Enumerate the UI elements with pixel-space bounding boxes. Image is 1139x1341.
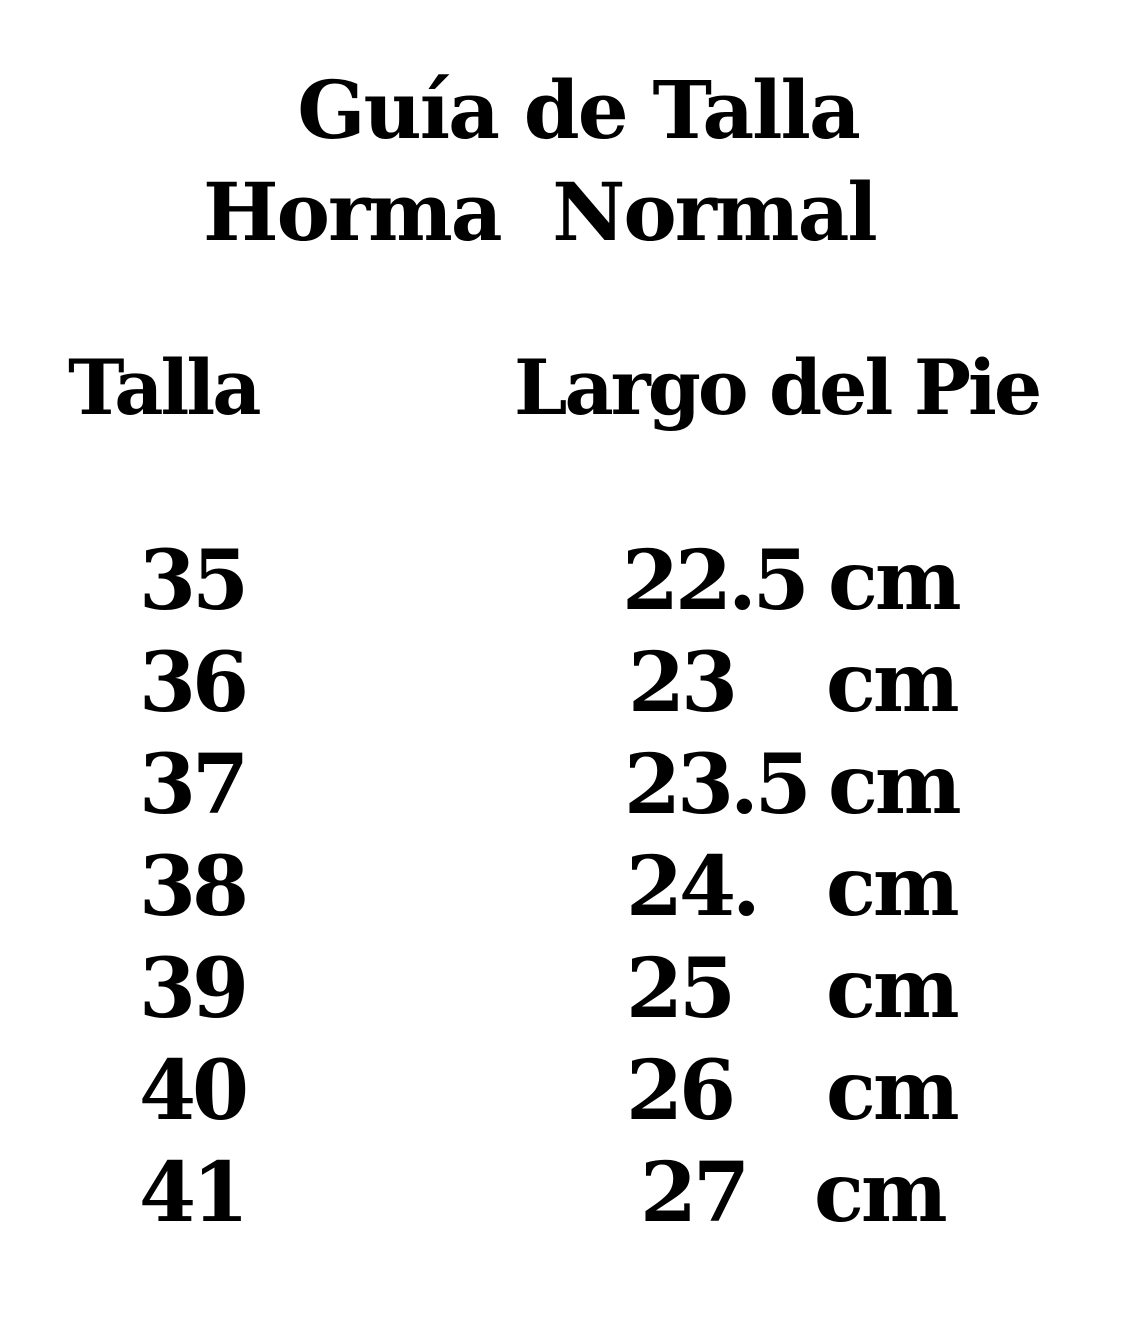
- size-value: 38: [138, 839, 249, 935]
- foot-length-unit: cm: [814, 1145, 948, 1241]
- foot-length-unit: cm: [826, 941, 960, 1037]
- size-value: 40: [138, 1043, 249, 1139]
- size-value: 39: [138, 941, 249, 1037]
- foot-length-value: 22.5: [622, 533, 810, 629]
- foot-length-unit: cm: [826, 839, 960, 935]
- size-value: 41: [138, 1145, 249, 1241]
- foot-length-unit: cm: [826, 635, 960, 731]
- column-header-largo: Largo del Pie: [514, 343, 1042, 432]
- foot-length-value: 25: [626, 941, 736, 1037]
- size-value: 35: [138, 533, 249, 629]
- foot-length-value: 23: [628, 635, 738, 731]
- foot-length-unit: cm: [828, 737, 962, 833]
- foot-length-value: 24.: [626, 839, 761, 935]
- column-header-talla: Talla: [68, 343, 262, 432]
- foot-length-unit: cm: [828, 533, 962, 629]
- foot-length-value: 23.5: [624, 737, 812, 833]
- foot-length-unit: cm: [826, 1043, 960, 1139]
- page-title: Guía de Talla: [297, 63, 861, 157]
- foot-length-value: 26: [626, 1043, 736, 1139]
- size-value: 36: [138, 635, 249, 731]
- foot-length-value: 27: [640, 1145, 750, 1241]
- page-subtitle: Horma Normal: [203, 165, 878, 259]
- size-value: 37: [138, 737, 249, 833]
